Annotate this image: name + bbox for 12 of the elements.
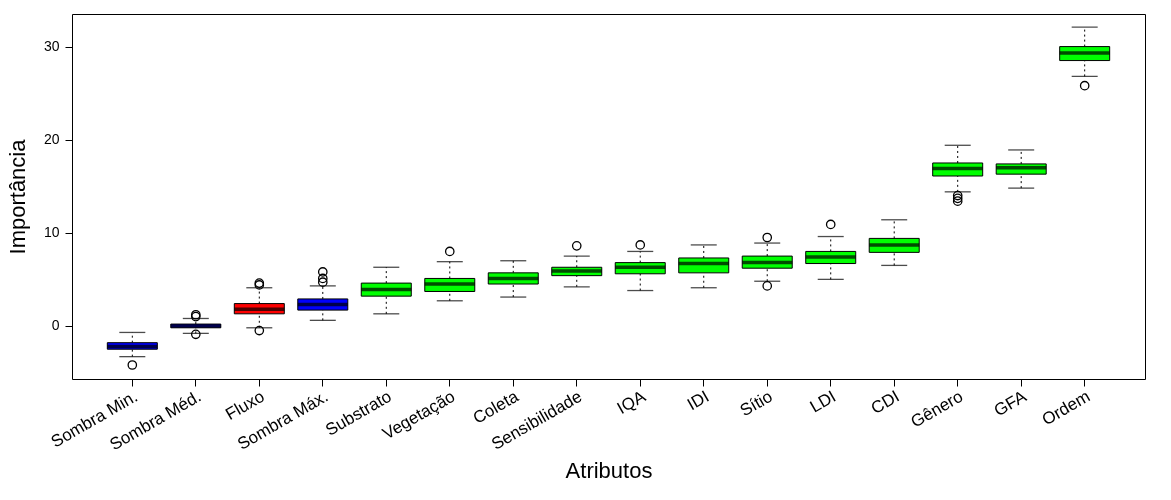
y-tick-label: 20 bbox=[43, 131, 60, 148]
x-tick-label: IDI bbox=[683, 386, 713, 415]
x-tick-label: LDI bbox=[806, 386, 840, 417]
x-axis-title: Atributos bbox=[565, 458, 653, 484]
x-tick-label: GFA bbox=[990, 386, 1031, 421]
y-tick-label: 0 bbox=[51, 317, 60, 334]
x-tick-label: IQA bbox=[613, 386, 650, 418]
x-tick-label: Sítio bbox=[736, 386, 776, 421]
x-tick-label: CDI bbox=[867, 386, 903, 418]
y-tick-label: 30 bbox=[43, 38, 60, 55]
y-tick-label: 10 bbox=[43, 224, 60, 241]
y-axis-title: Importância bbox=[4, 138, 30, 255]
